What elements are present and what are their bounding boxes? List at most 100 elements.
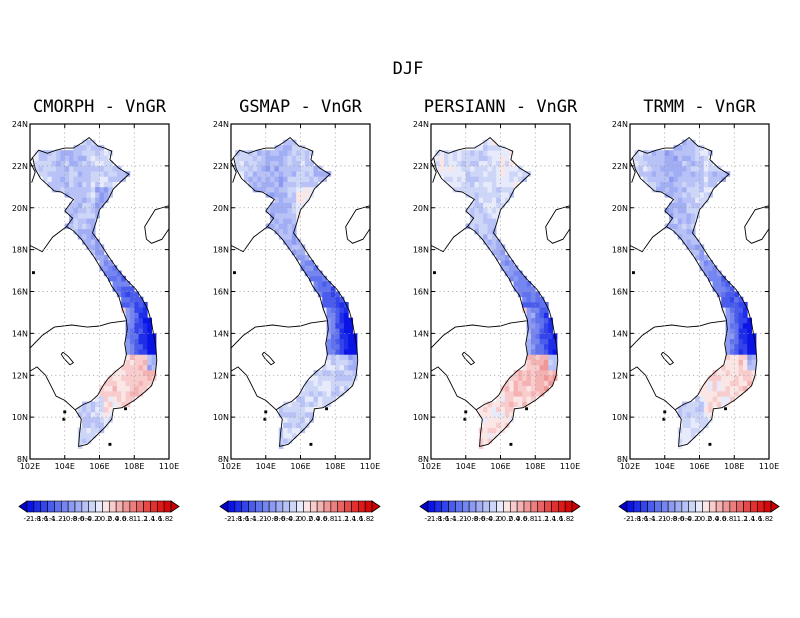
field-cell — [121, 396, 126, 402]
colorbar-label: 0.8 — [722, 515, 733, 523]
field-cell — [509, 401, 514, 408]
field-cell — [296, 181, 301, 188]
island-mark — [724, 407, 728, 411]
field-cell — [509, 171, 514, 177]
field-cell — [729, 317, 735, 324]
colorbar-swatch — [551, 500, 559, 513]
field-cell — [95, 417, 100, 423]
field-cell — [112, 176, 118, 182]
colorbar-high-arrow — [571, 500, 581, 513]
field-cell — [348, 343, 354, 350]
y-tick-label: 22N — [413, 162, 429, 171]
field-cell — [487, 401, 493, 408]
field-cell — [686, 144, 692, 151]
field-cell — [513, 270, 519, 277]
field-cell — [248, 150, 254, 156]
field-cell — [526, 291, 532, 298]
field-cell — [77, 233, 83, 240]
field-cell — [487, 197, 493, 203]
field-cell — [99, 254, 105, 261]
field-cell — [677, 406, 683, 413]
field-cell — [725, 333, 731, 340]
field-cell — [500, 165, 506, 172]
field-cell — [278, 186, 284, 193]
field-cell — [660, 176, 666, 182]
field-cell — [526, 312, 532, 319]
field-cell — [483, 160, 488, 167]
field-cell — [330, 343, 336, 350]
field-cell — [287, 150, 293, 156]
field-cell — [69, 176, 74, 182]
field-cell — [339, 322, 345, 329]
field-cell — [742, 359, 748, 366]
field-cell — [64, 165, 70, 172]
field-cell — [535, 333, 540, 340]
field-cell — [90, 432, 96, 439]
field-cell — [77, 155, 83, 162]
field-cell — [86, 422, 92, 428]
colorbar-swatch — [496, 500, 504, 513]
field-cell — [496, 202, 501, 209]
field-cell — [548, 317, 554, 324]
field-cell — [522, 401, 527, 408]
field-cell — [38, 165, 44, 172]
field-cell — [330, 338, 336, 345]
colorbar-label: 0 — [298, 515, 302, 523]
field-cell — [483, 181, 488, 188]
field-cell — [343, 375, 349, 381]
field-cell — [483, 223, 488, 230]
vietnam-outline — [433, 137, 559, 447]
field-cell — [90, 207, 96, 214]
field-cell — [552, 343, 558, 350]
field-cell — [474, 223, 480, 230]
field-cell — [474, 181, 480, 188]
field-cell — [352, 359, 358, 366]
field-cell — [322, 281, 327, 287]
x-tick-label: 106E — [89, 462, 109, 471]
field-cell — [261, 155, 267, 162]
field-cell — [270, 207, 275, 214]
field-cell — [313, 375, 319, 381]
field-cell — [522, 396, 527, 402]
field-cell — [86, 244, 92, 251]
field-cell — [461, 181, 467, 188]
field-cell — [116, 380, 122, 387]
field-cell — [90, 422, 96, 428]
field-cell — [304, 186, 310, 193]
field-cell — [138, 328, 144, 334]
field-cell — [43, 160, 48, 167]
field-cell — [142, 317, 148, 324]
field-cell — [274, 181, 280, 188]
field-cell — [291, 202, 297, 209]
field-cell — [339, 307, 345, 313]
field-cell — [530, 286, 536, 292]
field-cell — [252, 155, 258, 162]
field-cell — [457, 186, 462, 193]
field-cell — [270, 223, 275, 230]
field-cell — [712, 181, 718, 188]
field-cell — [725, 396, 731, 402]
field-cell — [278, 155, 284, 162]
field-cell — [487, 171, 493, 177]
field-cell — [703, 254, 709, 261]
field-cell — [677, 212, 683, 219]
field-cell — [287, 144, 293, 151]
field-cell — [517, 291, 523, 298]
field-cell — [522, 390, 527, 397]
field-cell — [712, 380, 718, 387]
field-cell — [134, 322, 139, 329]
field-cell — [725, 343, 731, 350]
field-cell — [129, 301, 135, 308]
field-cell — [112, 171, 118, 177]
colorbar-swatch — [255, 500, 263, 513]
field-cell — [287, 218, 293, 224]
field-cell — [682, 186, 687, 193]
field-cell — [742, 312, 748, 319]
field-cell — [343, 343, 349, 350]
field-cell — [121, 380, 126, 387]
field-cell — [103, 417, 109, 423]
field-cell — [669, 202, 674, 209]
field-cell — [686, 239, 692, 245]
colorbar-low-arrow — [419, 500, 429, 513]
field-cell — [95, 176, 100, 182]
